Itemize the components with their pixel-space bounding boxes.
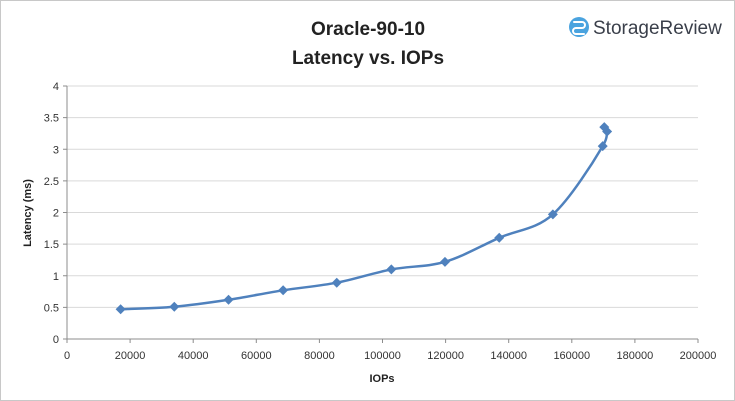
storagereview-logo-icon [569,17,589,37]
y-tick-label-6: 3 [53,144,59,156]
data-point-0 [115,304,126,315]
storagereview-logo: StorageReview [569,17,722,39]
data-point-6 [439,256,450,267]
x-tick-label-5: 100000 [364,350,401,362]
y-tick-labels: 0 0.5 1 1.5 2 2.5 3 3.5 4 [44,81,67,346]
data-point-3 [278,285,289,296]
y-tick-label-4: 2 [53,208,59,220]
y-tick-label-7: 3.5 [44,113,59,125]
x-tick-label-8: 160000 [553,350,590,362]
chart-title: Oracle-90-10 [311,19,425,40]
data-point-1 [169,301,180,312]
y-axis-title: Latency (ms) [22,179,34,247]
chart-subtitle: Latency vs. IOPs [292,48,444,69]
series-layer [115,122,613,315]
y-tick-label-0: 0 [53,334,59,346]
x-tick-label-6: 120000 [427,350,464,362]
y-tick-label-2: 1 [53,271,59,283]
gridlines [67,85,698,308]
x-tick-label-4: 80000 [304,350,335,362]
x-tick-label-2: 40000 [178,350,209,362]
data-point-2 [223,294,234,305]
data-point-7 [494,232,505,243]
y-tick-label-8: 4 [53,81,59,93]
x-tick-label-10: 200000 [680,350,717,362]
y-tick-label-1: 0.5 [44,302,59,314]
x-tick-label-9: 180000 [617,350,654,362]
data-point-8 [547,209,558,220]
y-tick-label-5: 2.5 [44,176,59,188]
data-point-5 [386,264,397,275]
x-tick-label-1: 20000 [115,350,146,362]
x-tick-label-7: 140000 [490,350,527,362]
y-tick-label-3: 1.5 [44,239,59,251]
data-point-4 [331,277,342,288]
data-point-9 [597,141,608,152]
x-tick-labels: 0 20000 40000 60000 80000 100000 120000 140000 1… [64,339,716,362]
x-axis-title: IOPs [369,373,394,385]
x-tick-label-0: 0 [64,350,70,362]
logo-text: StorageReview [593,18,722,39]
x-tick-label-3: 60000 [241,350,272,362]
series-line-0 [120,125,609,311]
data-point-11 [602,126,613,137]
